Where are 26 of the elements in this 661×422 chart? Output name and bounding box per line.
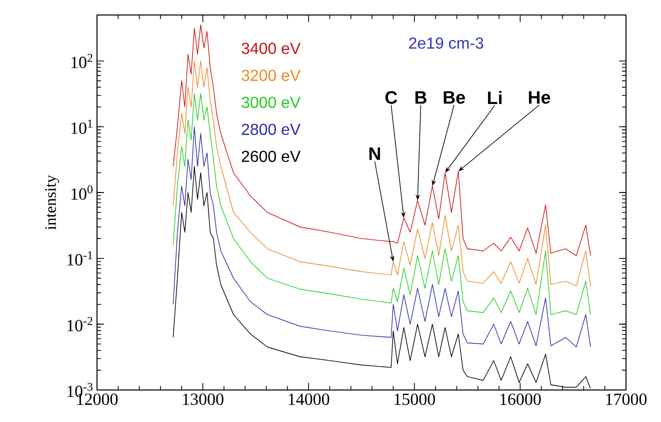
line-series bbox=[172, 93, 591, 315]
annotation: C bbox=[385, 91, 398, 104]
x-tick-label: 17000 bbox=[606, 394, 647, 405]
y-tick-label: 10$^{2}$ bbox=[72, 54, 92, 68]
x-tick-label: 14000 bbox=[288, 394, 330, 405]
annotation: Be bbox=[444, 91, 465, 104]
text: 2800 eV bbox=[242, 124, 301, 136]
y-tick-label: 10$^{0}$ bbox=[72, 185, 93, 200]
y-tick-label: 10$^{-2}$ bbox=[68, 317, 92, 332]
text: 3400 eV bbox=[242, 42, 301, 54]
x-tick-label: 15000 bbox=[394, 394, 436, 405]
y-tick-label: 10$^{-1}$ bbox=[68, 251, 92, 266]
y-tick-label: 10$^{1}$ bbox=[72, 120, 92, 134]
y-axis-title: intensity bbox=[45, 174, 60, 230]
x-tick-label: 13000 bbox=[183, 394, 224, 405]
text: 3000 eV bbox=[242, 96, 301, 108]
annotation: He bbox=[528, 91, 550, 104]
text: 3200 eV bbox=[242, 70, 301, 82]
text: 2600 eV bbox=[242, 150, 301, 162]
line-series bbox=[172, 60, 591, 286]
annotation: Li bbox=[488, 90, 502, 104]
line-series bbox=[172, 24, 591, 256]
annotation: 2e19 cm-3 bbox=[409, 37, 484, 49]
annotation: B bbox=[415, 91, 426, 104]
x-tick-label: 16000 bbox=[500, 394, 541, 405]
annotation: N bbox=[369, 148, 380, 160]
